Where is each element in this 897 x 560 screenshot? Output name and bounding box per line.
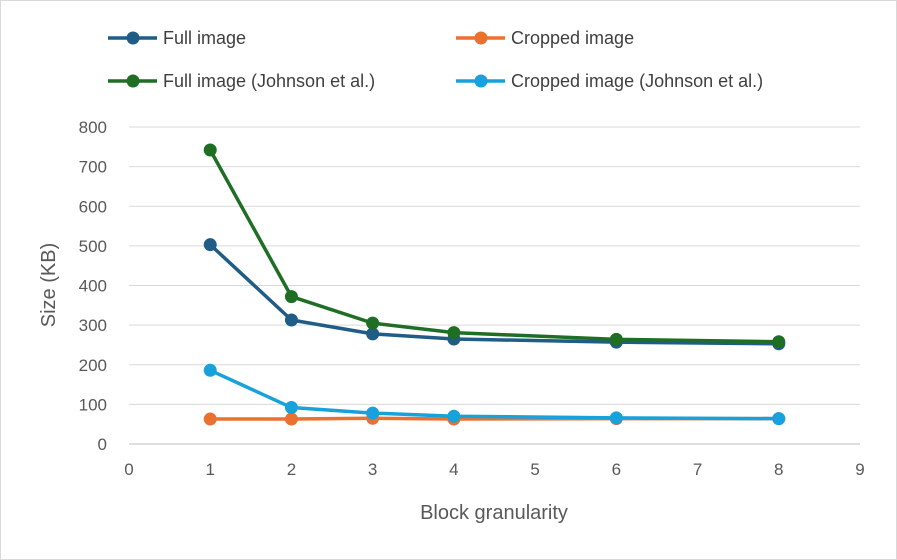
y-tick-label: 500 [79,237,107,256]
legend-marker [474,31,488,45]
x-tick-label: 6 [612,460,621,479]
data-point [284,313,298,327]
series-line [209,368,779,421]
series-line [209,243,779,346]
data-point [203,238,217,252]
x-tick-label: 4 [449,460,458,479]
series-group [203,143,786,426]
data-point [203,363,217,377]
legend-marker [474,74,488,88]
legend-label: Full image [163,28,246,48]
data-point [284,401,298,415]
data-point [447,326,461,340]
data-point [284,290,298,304]
y-axis-ticks: 0 100 200 300 400 500 600 700 800 [79,118,107,454]
legend-item: Cropped image (Johnson et al.) [456,71,763,91]
legend-label: Cropped image [511,28,634,48]
series-3 [203,143,786,349]
x-tick-label: 8 [774,460,783,479]
x-axis-title: Block granularity [420,502,568,524]
x-tick-label: 9 [855,460,864,479]
legend-item: Full image [108,28,246,48]
y-tick-label: 600 [79,197,107,216]
data-point [366,406,380,420]
legend-label: Cropped image (Johnson et al.) [511,71,763,91]
legend-item: Cropped image [456,28,634,48]
data-point [203,143,217,157]
data-point [447,409,461,423]
y-tick-label: 200 [79,356,107,375]
x-tick-label: 5 [530,460,539,479]
data-point [772,335,786,349]
legend-item: Full image (Johnson et al.) [108,71,375,91]
gridlines [129,126,860,445]
data-point [609,411,623,425]
data-point [366,316,380,330]
x-tick-label: 7 [693,460,702,479]
legend-marker [126,31,140,45]
y-tick-label: 100 [79,395,107,414]
x-tick-label: 1 [205,460,214,479]
data-point [284,412,298,426]
y-tick-label: 400 [79,277,107,296]
x-tick-label: 3 [368,460,377,479]
x-tick-label: 0 [124,460,133,479]
legend-marker [126,74,140,88]
y-tick-label: 800 [79,118,107,137]
y-tick-label: 700 [79,158,107,177]
legend-label: Full image (Johnson et al.) [163,71,375,91]
y-tick-label: 300 [79,316,107,335]
legend: Full image Cropped image Full image (Johns… [108,28,763,91]
data-point [609,332,623,346]
data-point [366,327,380,341]
data-point [203,412,217,426]
data-point [772,412,786,426]
x-axis-ticks: 0 1 2 3 4 5 6 7 8 9 [124,460,864,479]
y-axis-title: Size (KB) [38,243,60,327]
x-tick-label: 2 [287,460,296,479]
series-line [208,149,779,344]
series-4 [203,363,786,426]
series-1 [203,238,786,351]
y-tick-label: 0 [98,435,107,454]
